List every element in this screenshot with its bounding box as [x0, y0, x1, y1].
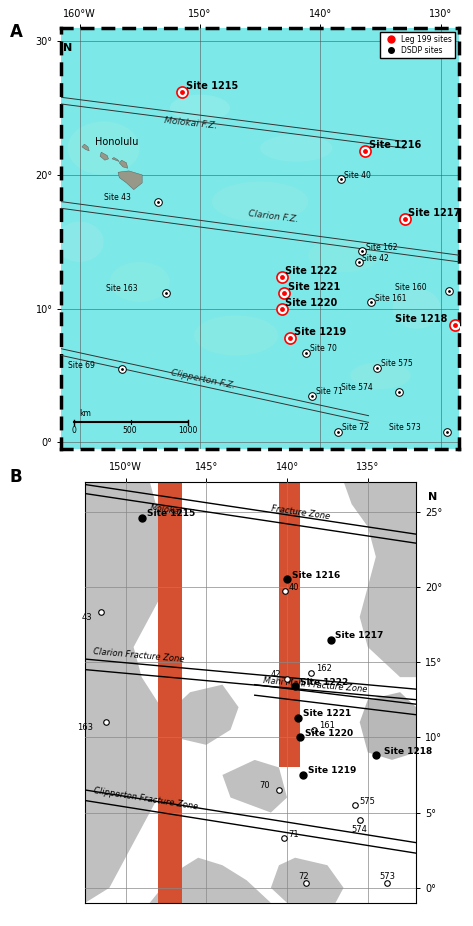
Polygon shape	[118, 171, 142, 190]
Text: Site 1215: Site 1215	[185, 81, 238, 92]
Text: 0: 0	[71, 426, 76, 435]
Polygon shape	[174, 684, 238, 745]
Ellipse shape	[350, 362, 411, 389]
Text: 500: 500	[123, 426, 138, 435]
Text: Site 575: Site 575	[381, 359, 412, 369]
Text: B: B	[9, 468, 22, 485]
Polygon shape	[343, 482, 416, 677]
Text: km: km	[79, 408, 91, 418]
Text: Site 1222: Site 1222	[285, 266, 338, 276]
Ellipse shape	[260, 135, 333, 161]
Text: Site 574: Site 574	[341, 383, 373, 393]
Text: Site 1215: Site 1215	[147, 509, 195, 519]
Polygon shape	[119, 160, 128, 169]
Text: Site 163: Site 163	[106, 284, 138, 294]
Text: Site 1220: Site 1220	[305, 729, 353, 738]
Text: A: A	[9, 23, 22, 41]
Text: Site 1221: Site 1221	[288, 282, 340, 292]
Text: Site 42: Site 42	[362, 254, 389, 262]
Text: 161: 161	[319, 721, 335, 731]
Text: Honolulu: Honolulu	[95, 137, 139, 147]
Text: Site 1217: Site 1217	[335, 631, 384, 640]
Text: Site 1216: Site 1216	[292, 570, 340, 580]
Text: Site 162: Site 162	[366, 243, 398, 252]
Text: Site 1219: Site 1219	[308, 767, 356, 775]
Text: Site 1218: Site 1218	[384, 747, 432, 756]
Polygon shape	[100, 152, 108, 160]
Text: Site 160: Site 160	[395, 283, 427, 292]
Text: 573: 573	[379, 871, 395, 881]
Text: Site 1220: Site 1220	[285, 298, 338, 308]
Ellipse shape	[212, 181, 308, 221]
Text: Molokai F.Z.: Molokai F.Z.	[164, 116, 218, 130]
Ellipse shape	[170, 94, 230, 121]
Polygon shape	[359, 693, 416, 760]
Polygon shape	[222, 760, 287, 813]
Text: Site 1217: Site 1217	[408, 208, 461, 219]
Text: N: N	[63, 43, 72, 53]
Text: 71: 71	[289, 830, 299, 839]
Text: 42: 42	[271, 670, 281, 679]
Bar	[279, 482, 300, 768]
Text: 72: 72	[298, 871, 309, 881]
Text: Site 69: Site 69	[68, 360, 95, 369]
Text: 70: 70	[260, 782, 270, 791]
Text: Site 1221: Site 1221	[303, 709, 351, 719]
Text: Site 72: Site 72	[342, 423, 369, 432]
Polygon shape	[271, 857, 343, 903]
Text: Clarion Fracture Zone: Clarion Fracture Zone	[93, 647, 185, 664]
Ellipse shape	[393, 289, 441, 329]
Text: 575: 575	[359, 796, 376, 806]
Text: Site 1218: Site 1218	[395, 314, 447, 324]
Ellipse shape	[55, 221, 104, 262]
Text: 40: 40	[289, 582, 299, 592]
Text: Molokai: Molokai	[150, 503, 183, 517]
Bar	[158, 482, 182, 903]
Text: Site 43: Site 43	[104, 194, 131, 202]
Text: Site 40: Site 40	[344, 170, 371, 180]
Polygon shape	[112, 157, 119, 161]
Text: Site 1222: Site 1222	[300, 678, 348, 687]
Legend: Leg 199 sites, DSDP sites: Leg 199 sites, DSDP sites	[380, 31, 455, 58]
Text: 163: 163	[77, 723, 93, 732]
Polygon shape	[85, 482, 174, 903]
Ellipse shape	[110, 262, 170, 302]
Text: 574: 574	[351, 825, 368, 834]
Text: 162: 162	[316, 664, 332, 673]
Text: Mahi Mahi Fracture Zone: Mahi Mahi Fracture Zone	[263, 676, 368, 694]
Text: N: N	[428, 492, 437, 502]
Text: Site 1216: Site 1216	[368, 140, 421, 150]
Ellipse shape	[68, 121, 140, 175]
Text: Clipperton F.Z.: Clipperton F.Z.	[170, 369, 236, 391]
Ellipse shape	[194, 316, 278, 356]
Text: Clipperton Fracture Zone: Clipperton Fracture Zone	[93, 786, 199, 811]
Text: 1000: 1000	[178, 426, 198, 435]
Polygon shape	[85, 857, 271, 903]
Text: 43: 43	[82, 613, 93, 622]
Polygon shape	[82, 144, 89, 151]
Text: Site 1219: Site 1219	[294, 328, 346, 337]
Ellipse shape	[308, 238, 381, 272]
Text: Site 70: Site 70	[309, 344, 336, 354]
Text: Site 161: Site 161	[375, 294, 406, 303]
Text: Site 71: Site 71	[315, 387, 342, 396]
Text: Fracture Zone: Fracture Zone	[271, 504, 331, 521]
Text: Clarion F.Z.: Clarion F.Z.	[248, 208, 299, 224]
Text: Site 573: Site 573	[389, 423, 420, 432]
